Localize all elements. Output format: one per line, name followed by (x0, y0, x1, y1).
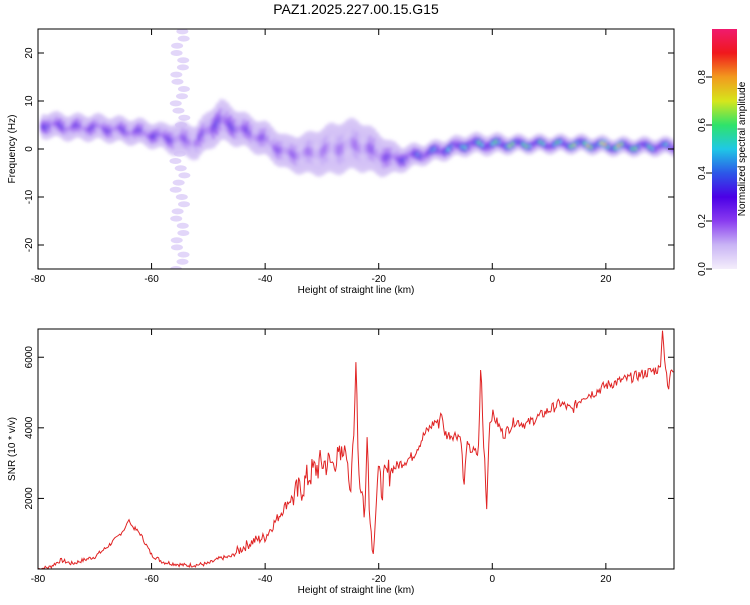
snr-series-line (38, 330, 674, 569)
colorbar-bar (712, 29, 737, 269)
snr-x-tick-label: -80 (31, 574, 46, 585)
spectrogram-streak-cell (171, 78, 184, 85)
spectrogram-streak-cell (177, 230, 190, 236)
spectrogram-y-ticks: -20 -10 0 10 20 (24, 47, 674, 252)
spectrogram-streak-cell (170, 266, 183, 269)
chart-title: PAZ1.2025.227.00.15.G15 (273, 1, 439, 17)
spectrogram-streak-cell (178, 172, 191, 179)
spectrogram-streak-cell (172, 107, 185, 114)
spectrogram-panel: -80 -60 -40 -20 0 20 -20 -10 0 10 20 Height of st… (7, 28, 675, 296)
snr-x-label: Height of straight line (km) (298, 585, 415, 596)
colorbar: 0.0 0.2 0.4 0.6 0.8 Normalized spectral ampl… (697, 29, 748, 276)
spectrogram-x-tick-label: -80 (31, 274, 46, 285)
snr-frame (37, 328, 675, 570)
snr-x-tick-label: 20 (600, 574, 612, 585)
snr-x-tick-label: -20 (371, 574, 386, 585)
spectrogram-streak-cell (177, 57, 190, 64)
colorbar-tick-label: 0.2 (697, 214, 708, 228)
spectrogram-streak-cell (172, 179, 185, 186)
spectrogram-streak-cell (177, 35, 190, 42)
snr-y-tick-label: 6000 (24, 346, 35, 369)
spectrogram-x-label: Height of straight line (km) (298, 285, 415, 296)
spectrogram-streak-cell (169, 186, 182, 193)
spectrogram-x-tick-label: -40 (258, 274, 273, 285)
spectrogram-streak-cell (170, 215, 183, 222)
spectrogram-x-ticks: -80 -60 -40 -20 0 20 (31, 29, 612, 285)
colorbar-ticks: 0.0 0.2 0.4 0.6 0.8 (697, 70, 712, 276)
spectrogram-y-tick-label: 20 (24, 47, 35, 59)
spectrogram-streak-cell (171, 42, 184, 49)
colorbar-tick-label: 0.6 (697, 118, 708, 132)
spectrogram-x-tick-label: -20 (371, 274, 386, 285)
spectrogram-streak-cell (170, 50, 183, 56)
spectrogram-y-tick-label: 10 (24, 95, 35, 107)
snr-x-tick-label: -60 (144, 574, 159, 585)
spectrogram-streak-cell (178, 114, 191, 121)
spectrogram-y-tick-label: 0 (24, 146, 35, 152)
snr-panel: -80 -60 -40 -20 0 20 2000 4000 6000 Height of s… (7, 328, 675, 596)
spectrogram-y-label: Frequency (Hz) (7, 115, 18, 184)
spectrogram-streak-cell (177, 251, 190, 258)
snr-y-tick-label: 4000 (24, 416, 35, 439)
snr-x-tick-label: -40 (258, 574, 273, 585)
spectrogram-x-tick-label: -60 (144, 274, 159, 285)
colorbar-tick-label: 0.0 (697, 262, 708, 276)
colorbar-tick-label: 0.4 (697, 166, 708, 180)
spectrogram-streak-cell (176, 258, 189, 265)
snr-y-ticks: 2000 4000 6000 (24, 346, 674, 510)
spectrogram-streak-cell (175, 93, 188, 100)
spectrogram-x-tick-label: 20 (600, 274, 612, 285)
spectrogram-streak-cell (174, 165, 187, 172)
spectrogram-streak-cell (177, 201, 190, 208)
spectrogram-streak-cell (176, 29, 189, 35)
colorbar-label: Normalized spectral amplitude (737, 81, 748, 216)
spectrogram-streak-cell (176, 64, 189, 71)
snr-y-tick-label: 2000 (24, 487, 35, 510)
snr-y-label: SNR (10 * v/v) (7, 417, 18, 481)
spectrogram-streak-cell (171, 208, 184, 215)
spectrogram-streak-cell (177, 86, 190, 92)
colorbar-tick-label: 0.8 (697, 70, 708, 84)
spectrogram-streak-cell (170, 244, 183, 251)
spectrogram-ridge (39, 98, 674, 178)
spectrogram-streak-cell (176, 222, 189, 229)
spectrogram-streak-cell (170, 237, 183, 244)
spectrogram-streak-cell (169, 100, 182, 107)
snr-x-ticks: -80 -60 -40 -20 0 20 (31, 329, 612, 585)
spectrogram-streak-cell (175, 194, 188, 200)
spectrogram-x-tick-label: 0 (490, 274, 496, 285)
spectrogram-y-tick-label: -20 (24, 237, 35, 252)
snr-x-tick-label: 0 (490, 574, 496, 585)
spectrogram-y-tick-label: -10 (24, 189, 35, 204)
spectrogram-marks (39, 29, 674, 269)
spectrogram-streak-cell (169, 158, 182, 164)
spectrogram-streak-cell (170, 71, 183, 78)
